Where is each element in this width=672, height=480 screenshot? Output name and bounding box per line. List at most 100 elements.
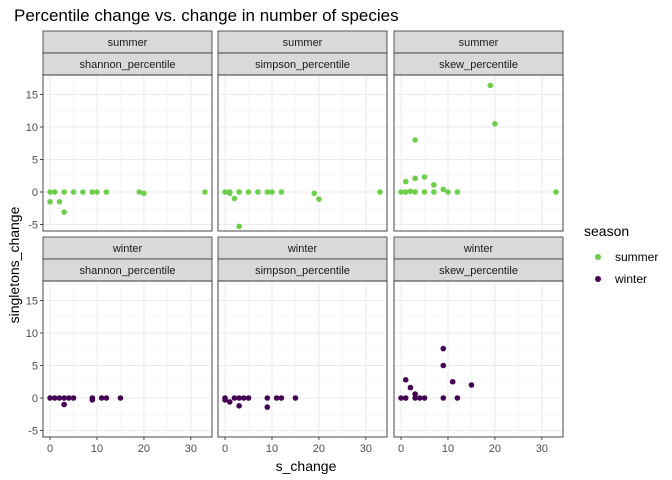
x-tick-label: 20 [489,443,501,455]
data-point-summer [61,209,67,215]
data-point-winter [421,395,428,401]
data-point-summer [202,189,208,195]
data-point-summer [236,223,242,230]
data-point-summer [222,189,228,195]
data-point-summer [398,189,404,195]
data-point-summer [492,120,498,127]
data-point-summer [80,189,86,195]
x-tick-label: 0 [47,443,53,455]
data-point-summer [454,189,461,195]
legend-label-summer: summer [615,250,658,264]
data-point-winter [89,397,96,403]
panel-winter-skew_percentile: winter skew_percentile 0 10 20 30 [393,236,564,455]
data-point-winter [454,395,461,401]
data-point-summer [103,189,110,195]
data-point-summer [94,189,100,195]
panel-border [42,280,213,438]
data-point-winter [273,395,280,401]
panel-winter-simpson_percentile: winter simpson_percentile 0 10 20 30 [217,236,388,455]
data-point-summer [236,189,242,195]
panel-border [393,280,564,438]
y-tick-label: 15 [26,90,38,102]
strip-season-label: summer [459,37,499,49]
data-point-summer [255,189,261,195]
data-point-summer [269,189,275,195]
data-point-summer [412,175,418,182]
panel-border [393,74,564,232]
data-point-summer [311,190,318,197]
data-point-winter [245,395,252,401]
x-tick-label: 10 [442,443,454,455]
data-point-winter [417,395,423,401]
x-tick-label: 10 [91,443,103,455]
strip-season-label: winter [463,243,494,255]
data-point-summer [377,189,383,195]
data-point-summer [445,189,451,195]
data-point-summer [136,189,143,195]
data-point-summer [141,190,147,197]
data-point-summer [412,137,418,143]
data-point-winter [70,395,77,401]
y-tick-label: 0 [32,393,38,405]
data-point-summer [431,182,437,188]
legend-key-summer [595,254,601,260]
data-point-summer [61,189,67,195]
data-point-summer [51,189,58,195]
data-point-winter [222,397,228,403]
strip-metric-label: skew_percentile [439,59,518,71]
data-point-summer [316,196,322,202]
data-point-winter [56,395,63,401]
data-point-winter [412,395,418,401]
data-point-summer [407,188,414,195]
x-tick-label: 30 [360,443,372,455]
strip-metric-label: simpson_percentile [255,59,350,71]
data-point-winter [61,395,67,401]
chart-title: Percentile change vs. change in number o… [14,6,399,25]
panel-border [217,74,388,232]
panel-summer-shannon_percentile: summer shannon_percentile -5 0 5 10 15 [26,30,213,232]
strip-season-label: summer [108,37,148,49]
data-point-winter [98,395,105,401]
x-tick-label: 30 [536,443,548,455]
x-tick-label: 10 [266,443,278,455]
x-tick-label: 20 [313,443,325,455]
y-tick-label: 15 [26,296,38,308]
y-tick-label: -5 [28,426,38,438]
y-tick-label: 10 [26,328,38,340]
data-point-winter [412,391,418,397]
data-point-winter [61,401,67,408]
x-tick-label: 0 [222,443,228,455]
data-point-winter [402,377,409,383]
panel-summer-simpson_percentile: summer simpson_percentile [217,30,388,232]
y-axis-title: singletons_change [6,206,22,323]
y-tick-label: 5 [32,155,38,167]
legend-title: season [584,223,629,239]
data-point-summer [70,189,77,195]
data-point-winter [231,395,238,401]
data-point-summer [412,189,418,195]
data-point-summer [47,189,53,195]
data-point-winter [264,395,271,401]
y-tick-label: 10 [26,122,38,134]
data-point-winter [236,395,242,401]
legend-key-winter [595,276,601,282]
data-point-summer [47,198,53,205]
data-point-winter [398,395,404,401]
x-tick-label: 30 [185,443,197,455]
data-point-winter [241,395,247,401]
data-point-winter [51,395,58,401]
data-point-winter [449,378,456,385]
data-point-winter [66,395,72,401]
x-tick-label: 20 [138,443,150,455]
data-point-summer [278,189,285,195]
data-point-summer [553,189,559,195]
data-point-summer [431,189,437,195]
strip-metric-label: simpson_percentile [255,265,350,277]
y-tick-label: -5 [28,220,38,232]
data-point-summer [264,189,271,195]
data-point-winter [292,395,299,401]
data-point-winter [440,362,447,369]
data-point-summer [89,189,96,195]
strip-season-label: summer [283,37,323,49]
